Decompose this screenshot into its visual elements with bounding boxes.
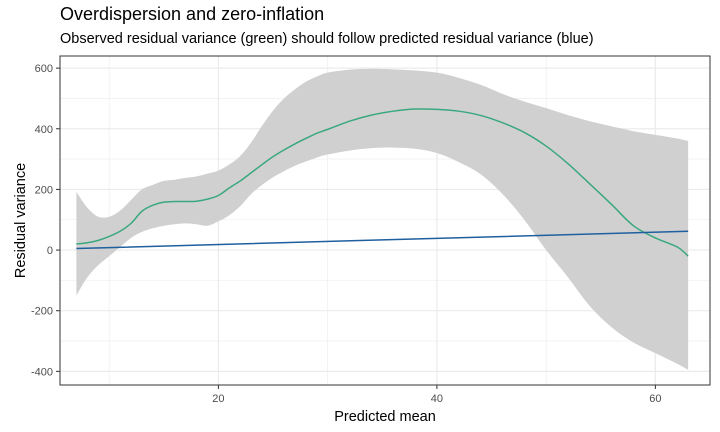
y-tick-label: 400: [35, 124, 53, 136]
x-tick-label: 40: [431, 393, 443, 405]
series-line-observed: [76, 108, 689, 257]
y-tick-label: 200: [35, 184, 53, 196]
x-axis: 20 40 60: [212, 385, 662, 405]
confidence-ribbon: [76, 68, 689, 370]
y-tick-label: -400: [31, 366, 53, 378]
y-tick-label: 600: [35, 63, 53, 75]
y-axis: -400 -200 0 200 400 600: [31, 63, 60, 378]
chart-title: Overdispersion and zero-inflation: [60, 4, 325, 24]
y-tick-label: -200: [31, 306, 53, 318]
x-tick-label: 20: [212, 393, 224, 405]
confidence-band: [76, 68, 689, 370]
x-tick-label: 60: [649, 393, 661, 405]
series-line-predicted: [76, 230, 689, 250]
y-axis-title: Residual variance: [13, 163, 29, 278]
x-axis-title: Predicted mean: [334, 409, 436, 425]
y-tick-label: 0: [47, 245, 53, 257]
panel-border: [59, 55, 711, 386]
series-lines: [76, 108, 689, 257]
chart-subtitle: Observed residual variance (green) shoul…: [60, 31, 594, 47]
